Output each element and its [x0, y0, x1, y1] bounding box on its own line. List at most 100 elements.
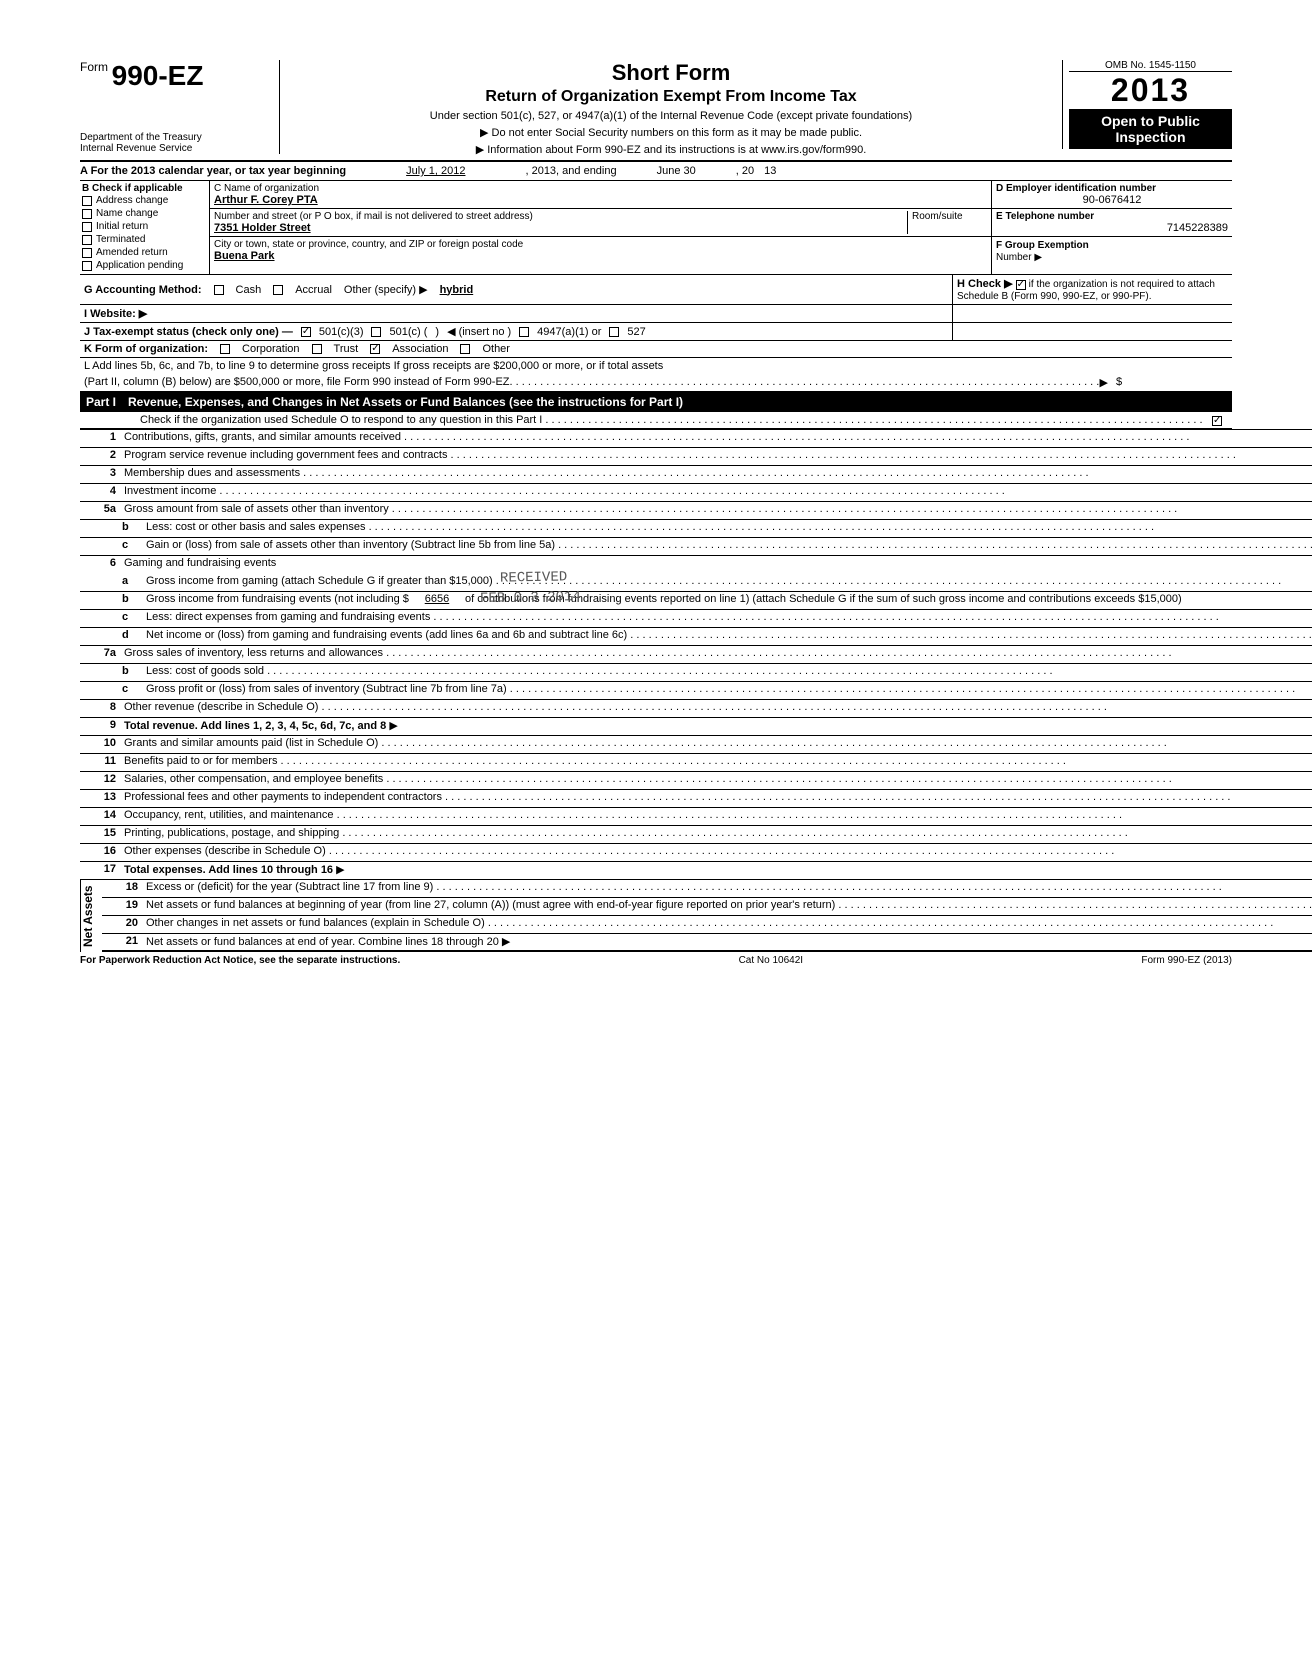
chk-cash[interactable]: [214, 285, 224, 295]
method-val: hybrid: [440, 284, 520, 296]
part-1-label: Part I: [86, 395, 116, 409]
l16-num: 16: [80, 844, 120, 861]
l3-num: 3: [80, 466, 120, 483]
l15-num: 15: [80, 826, 120, 843]
dept-1: Department of the Treasury: [80, 132, 273, 143]
part-1-header: Part I Revenue, Expenses, and Changes in…: [80, 392, 1232, 412]
city-cell: City or town, state or province, country…: [210, 237, 991, 264]
l13-num: 13: [80, 790, 120, 807]
chk-assoc[interactable]: [370, 344, 380, 354]
check-o-text: Check if the organization used Schedule …: [140, 414, 542, 426]
chk-name-change[interactable]: Name change: [82, 207, 207, 220]
l5a-num: 5a: [80, 502, 120, 519]
part-1-title: Revenue, Expenses, and Changes in Net As…: [128, 395, 683, 409]
open-pub-1: Open to Public: [1073, 113, 1228, 129]
chk-other-org[interactable]: [460, 344, 470, 354]
form-header: Form 990-EZ Department of the Treasury I…: [80, 60, 1232, 162]
row-gh: G Accounting Method: Cash Accrual Other …: [80, 275, 1232, 305]
bcdef-block: B Check if applicable Address change Nam…: [80, 181, 1232, 275]
l8-num: 8: [80, 700, 120, 717]
l6-desc: Gaming and fundraising events: [124, 557, 276, 569]
city-label: City or town, state or province, country…: [214, 239, 987, 250]
lbl-501c: 501(c) (: [389, 326, 427, 338]
row-a-end-month: June 30: [657, 165, 696, 177]
chk-accrual[interactable]: [273, 285, 283, 295]
lbl-corp: Corporation: [242, 343, 299, 355]
open-to-public: Open to Public Inspection: [1069, 109, 1232, 149]
l6c-num: c: [120, 610, 142, 627]
ssn-note: Do not enter Social Security numbers on …: [296, 126, 1046, 139]
org-name-label: C Name of organization: [214, 183, 987, 194]
lbl-trust: Trust: [334, 343, 359, 355]
lbl-assoc: Association: [392, 343, 448, 355]
addr-cell: Number and street (or P O box, if mail i…: [210, 209, 991, 237]
l9-num: 9: [80, 718, 120, 735]
l4-num: 4: [80, 484, 120, 501]
chk-schedule-o[interactable]: [1212, 416, 1222, 426]
chk-501c[interactable]: [371, 327, 381, 337]
city: Buena Park: [214, 250, 987, 262]
l1-num: 1: [80, 430, 120, 447]
addr-label: Number and street (or P O box, if mail i…: [214, 211, 907, 222]
l2-num: 2: [80, 448, 120, 465]
l18-desc: Excess or (deficit) for the year (Subtra…: [146, 881, 433, 893]
group-exempt-label: F Group Exemption: [996, 240, 1089, 251]
row-i: I Website: ▶: [80, 305, 1232, 323]
footer-form: Form 990-EZ (2013): [1141, 955, 1232, 966]
chk-initial-return[interactable]: Initial return: [82, 220, 207, 233]
row-a-begin: July 1, 2012: [406, 165, 465, 177]
l6b-num: b: [120, 592, 142, 609]
tel-label: E Telephone number: [996, 211, 1228, 222]
omb-number: OMB No. 1545-1150: [1069, 60, 1232, 72]
col-c: C Name of organization Arthur F. Corey P…: [210, 181, 992, 274]
form-prefix: Form: [80, 60, 108, 74]
l17-num: 17: [80, 862, 120, 879]
l19-num: 19: [102, 898, 142, 915]
l16-desc: Other expenses (describe in Schedule O): [124, 845, 326, 857]
l7a-desc: Gross sales of inventory, less returns a…: [124, 647, 383, 659]
chk-501c3[interactable]: [301, 327, 311, 337]
g-label: G Accounting Method:: [84, 284, 202, 296]
chk-app-pending[interactable]: Application pending: [82, 259, 207, 272]
l20-desc: Other changes in net assets or fund bala…: [146, 917, 485, 929]
lbl-insert-no: ◀ (insert no ): [447, 325, 511, 338]
l5b-desc: Less: cost or other basis and sales expe…: [146, 521, 366, 533]
l7c-desc: Gross profit or (loss) from sales of inv…: [146, 683, 507, 695]
chk-4947[interactable]: [519, 327, 529, 337]
j-label: J Tax-exempt status (check only one) —: [84, 326, 293, 338]
footer-cat: Cat No 10642I: [739, 955, 804, 966]
chk-name-change-label: Name change: [96, 208, 158, 219]
l-dollar: $: [1108, 376, 1228, 389]
form-header-left: Form 990-EZ Department of the Treasury I…: [80, 60, 280, 154]
chk-corp[interactable]: [220, 344, 230, 354]
col-b: B Check if applicable Address change Nam…: [80, 181, 210, 274]
col-de: D Employer identification number 90-0676…: [992, 181, 1232, 274]
l18-num: 18: [102, 880, 142, 897]
l8-desc: Other revenue (describe in Schedule O): [124, 701, 318, 713]
chk-address-change[interactable]: Address change: [82, 194, 207, 207]
lbl-accrual: Accrual: [295, 284, 332, 296]
open-pub-2: Inspection: [1073, 129, 1228, 145]
row-a: A For the 2013 calendar year, or tax yea…: [80, 162, 1232, 181]
footer-pra: For Paperwork Reduction Act Notice, see …: [80, 955, 400, 966]
addr: 7351 Holder Street: [214, 222, 907, 234]
chk-527[interactable]: [609, 327, 619, 337]
l20-num: 20: [102, 916, 142, 933]
chk-amended[interactable]: Amended return: [82, 246, 207, 259]
dept-2: Internal Revenue Service: [80, 143, 273, 154]
form-header-right: OMB No. 1545-1150 20201313 Open to Publi…: [1062, 60, 1232, 149]
chk-terminated[interactable]: Terminated: [82, 233, 207, 246]
l7a-num: 7a: [80, 646, 120, 663]
row-k: K Form of organization: Corporation Trus…: [80, 341, 1232, 358]
l3-desc: Membership dues and assessments: [124, 467, 300, 479]
k-label: K Form of organization:: [84, 343, 208, 355]
l6-num: 6: [80, 556, 120, 574]
chk-schedule-b[interactable]: [1016, 280, 1026, 290]
chk-trust[interactable]: [312, 344, 322, 354]
l5c-num: c: [120, 538, 142, 555]
l12-num: 12: [80, 772, 120, 789]
l6b-contrib: 6656: [412, 593, 462, 605]
row-a-yr-lbl: , 20: [736, 165, 754, 177]
lbl-527: 527: [627, 326, 645, 338]
l6d-desc: Net income or (loss) from gaming and fun…: [146, 629, 627, 641]
